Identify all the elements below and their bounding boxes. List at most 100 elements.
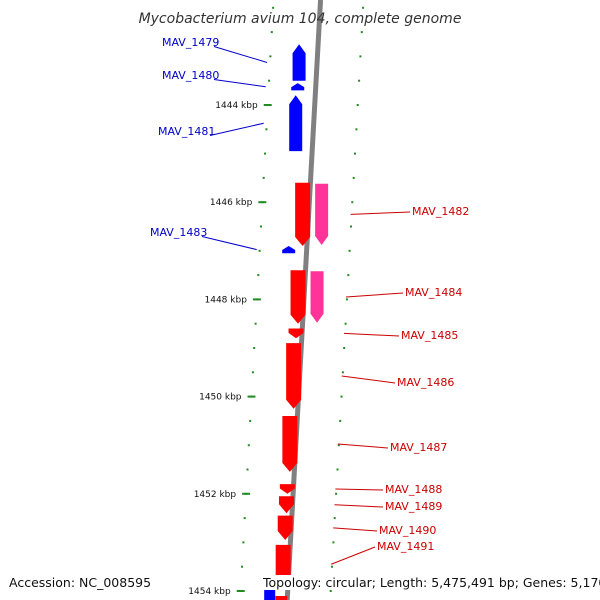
gene-feature-mav-1485[interactable] — [288, 328, 304, 339]
minor-tick-dot-left — [264, 152, 266, 155]
kbp-tick-label: 1452 kbp — [194, 490, 237, 500]
minor-tick-dot-right — [333, 517, 336, 520]
minor-tick-dot-left — [258, 249, 261, 252]
minor-tick-dot-right — [351, 201, 354, 204]
gene-label-mav-1487[interactable]: MAV_1487 — [390, 441, 447, 454]
gene-feature-partial — [275, 596, 288, 600]
minor-tick-dot-right — [344, 322, 347, 325]
gene-labels[interactable]: MAV_1479 MAV_1480 MAV_1481 MAV_1482 MAV_1483… — [150, 36, 469, 565]
genome-summary-text: Topology: circular; Length: 5,475,491 bp… — [261, 575, 600, 590]
minor-tick-dot-right — [345, 298, 348, 301]
minor-tick-dot-right — [331, 565, 333, 568]
minor-tick-dot-right — [332, 541, 335, 544]
minor-tick-dot-right — [350, 225, 352, 228]
label-leader-line — [209, 122, 264, 136]
gene-label-mav-1484[interactable]: MAV_1484 — [405, 286, 462, 299]
minor-tick-dot-left — [253, 347, 256, 349]
label-leader-line — [213, 46, 268, 63]
minor-tick-dot-right — [343, 347, 346, 349]
gene-label-mav-1482[interactable]: MAV_1482 — [412, 205, 469, 218]
minor-tick-dot-right — [359, 55, 362, 58]
minor-tick-dot-right — [340, 395, 343, 398]
minor-tick-dot-right — [356, 104, 359, 106]
label-leader-line — [334, 504, 384, 508]
gene-label-mav-1483[interactable]: MAV_1483 — [150, 226, 207, 239]
minor-tick-dot-left — [242, 541, 245, 544]
gene-feature-mav-1479[interactable] — [292, 44, 306, 81]
minor-tick-dot-right — [362, 6, 365, 9]
minor-tick-dot-left — [269, 55, 272, 58]
gene-features — [264, 44, 311, 600]
minor-tick-dot-left — [257, 274, 260, 277]
companion-feature — [310, 271, 324, 323]
minor-tick-dot-left — [243, 517, 246, 520]
kbp-tick-label: 1448 kbp — [205, 295, 248, 305]
minor-tick-dot-right — [348, 249, 351, 252]
label-leader-line — [346, 292, 404, 298]
gene-label-mav-1490[interactable]: MAV_1490 — [379, 524, 436, 537]
gene-label-mav-1479[interactable]: MAV_1479 — [162, 36, 219, 49]
label-leader-line — [343, 332, 400, 337]
minor-tick-dot-right — [352, 176, 355, 179]
accession-text: Accession: NC_008595 — [9, 575, 152, 590]
label-leader-line — [330, 546, 376, 565]
minor-tick-dot-left — [262, 176, 265, 179]
minor-tick-dot-left — [270, 31, 273, 34]
minor-tick-dot-left — [247, 444, 250, 447]
gene-label-mav-1485[interactable]: MAV_1485 — [401, 329, 458, 342]
gene-feature-mav-1482[interactable] — [295, 182, 311, 246]
gene-label-mav-1486[interactable]: MAV_1486 — [397, 376, 454, 389]
kbp-tick-label: 1444 kbp — [215, 101, 258, 111]
minor-tick-dot-right — [341, 371, 344, 374]
map-title: Mycobacterium avium 104, complete genome — [139, 11, 462, 27]
minor-tick-dot-right — [329, 590, 332, 592]
gene-feature-mav-1481[interactable] — [289, 95, 303, 152]
minor-tick-dot-left — [260, 225, 262, 228]
kbp-tick-label: 1454 kbp — [188, 587, 231, 597]
kbp-ticks: 1444 kbp 1446 kbp 1448 kbp 1450 kbp 1452 kbp… — [188, 101, 272, 597]
minor-tick-dot-right — [360, 31, 363, 34]
gene-feature-mav-1489[interactable] — [278, 496, 294, 514]
minor-tick-dot-left — [249, 419, 252, 422]
label-leader-line — [350, 211, 411, 215]
minor-tick-dot-right — [347, 274, 350, 277]
gene-feature-mav-1490[interactable] — [277, 515, 293, 540]
minor-tick-dot-left — [268, 79, 271, 82]
gene-feature-mav-1484[interactable] — [290, 270, 306, 324]
minor-tick-dot-right — [336, 468, 339, 471]
gene-feature-mav-1486[interactable] — [286, 343, 302, 409]
minor-tick-dot-left — [246, 468, 249, 471]
gene-feature-mav-1487[interactable] — [282, 416, 298, 472]
minor-tick-dot-left — [241, 565, 243, 568]
label-leader-line — [341, 375, 396, 384]
label-leader-line — [213, 79, 266, 88]
gene-feature-mav-1483[interactable] — [282, 245, 296, 254]
minor-tick-dot-right — [354, 152, 356, 155]
label-leader-line — [335, 488, 384, 491]
kbp-tick-label: 1446 kbp — [210, 198, 253, 208]
gene-label-mav-1488[interactable]: MAV_1488 — [385, 483, 442, 496]
minor-tick-dot-right — [358, 79, 361, 82]
minor-tick-dot-right — [355, 128, 358, 131]
minor-tick-dot-right — [337, 444, 340, 447]
reverse-companion-track — [310, 183, 329, 323]
minor-tick-dot-left — [254, 322, 257, 325]
kbp-tick-label: 1450 kbp — [199, 393, 242, 403]
gene-label-mav-1481[interactable]: MAV_1481 — [158, 125, 215, 138]
gene-label-mav-1489[interactable]: MAV_1489 — [385, 500, 442, 513]
gene-label-mav-1491[interactable]: MAV_1491 — [377, 540, 434, 553]
minor-tick-dot-left — [272, 6, 275, 9]
label-leader-line — [333, 527, 378, 532]
gene-feature-mav-1488[interactable] — [279, 484, 295, 494]
companion-feature — [315, 183, 329, 245]
minor-tick-dot-right — [335, 492, 338, 495]
gene-label-mav-1480[interactable]: MAV_1480 — [162, 69, 219, 82]
label-leader-line — [337, 443, 389, 449]
label-leader-line — [201, 236, 257, 251]
minor-tick-dot-left — [265, 128, 268, 131]
gene-feature-mav-1491[interactable] — [275, 544, 291, 584]
gene-feature-mav-1480[interactable] — [291, 83, 305, 91]
minor-tick-dot-left — [251, 371, 254, 374]
minor-tick-dot-right — [339, 419, 342, 422]
